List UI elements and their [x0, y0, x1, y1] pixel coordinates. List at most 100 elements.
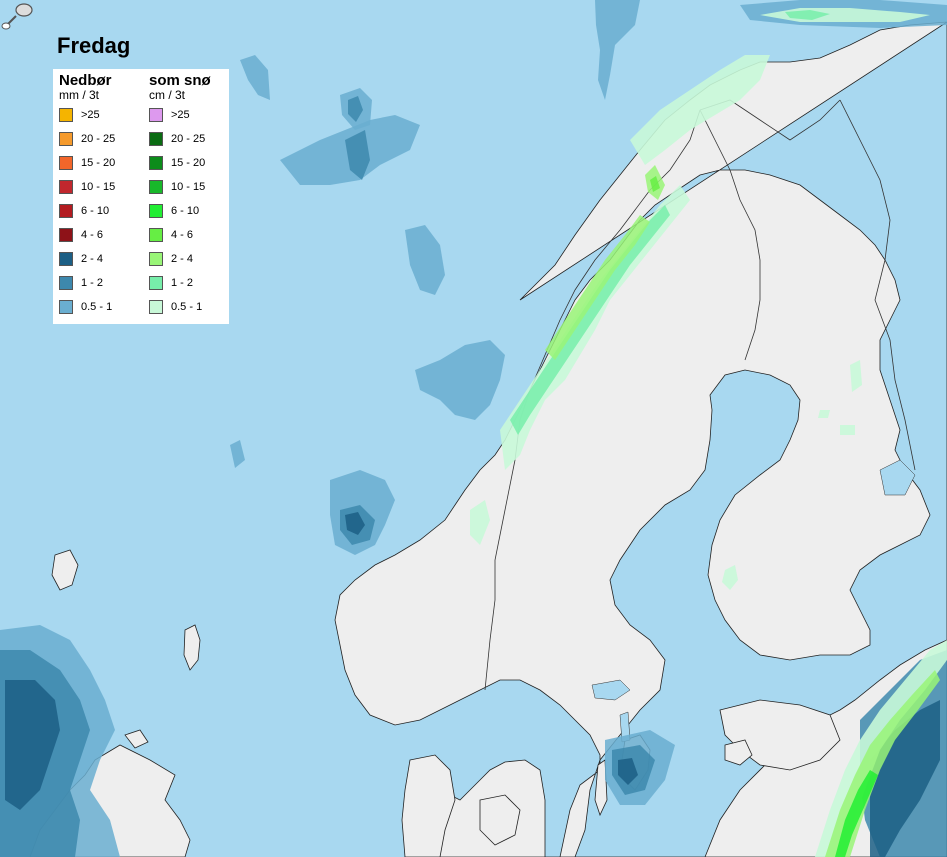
lake-vanern [591, 679, 631, 701]
snow-legend-swatch [149, 108, 163, 122]
legend-rain-items: >25 20 - 25 15 - 20 10 - 15 6 - 10 4 - 6 2 - 4… [59, 108, 145, 324]
snow-area [850, 360, 862, 392]
snow-area [630, 55, 770, 165]
rain-area [5, 680, 60, 810]
rain-legend-swatch [59, 132, 73, 146]
rain-area [595, 0, 640, 100]
rain-legend-item: 4 - 6 [59, 228, 145, 252]
rain-legend-swatch [59, 228, 73, 242]
rain-area [405, 225, 445, 295]
rain-area [345, 512, 365, 535]
rain-legend-swatch [59, 252, 73, 266]
orkney [124, 729, 149, 749]
lakes [591, 459, 916, 743]
snow-legend-item: 20 - 25 [149, 132, 235, 156]
snow-legend-label: 4 - 6 [171, 229, 194, 241]
rain-legend-label: 10 - 15 [81, 181, 116, 193]
rain-legend-item: 10 - 15 [59, 180, 145, 204]
rain-legend-item: 6 - 10 [59, 204, 145, 228]
jutland [401, 754, 456, 857]
rain-legend-swatch [59, 300, 73, 314]
snow-area [835, 770, 878, 857]
rain-legend-item: >25 [59, 108, 145, 132]
snow-legend-swatch [149, 252, 163, 266]
zealand [479, 794, 521, 846]
legend-rain-heading: Nedbør [59, 72, 112, 89]
legend-rain-unit: mm / 3t [59, 88, 100, 102]
snow-legend-label: 2 - 4 [171, 253, 194, 265]
cloud-sheep-icon [1, 3, 33, 30]
snow-legend-item: 10 - 15 [149, 180, 235, 204]
snow-legend-swatch [149, 180, 163, 194]
snow-area [545, 215, 650, 360]
snow-area [650, 176, 660, 192]
rain-legend-swatch [59, 180, 73, 194]
precipitation-snow [470, 8, 947, 857]
snow-legend-label: >25 [171, 109, 190, 121]
rain-legend-label: 4 - 6 [81, 229, 104, 241]
snow-legend-label: 20 - 25 [171, 133, 206, 145]
snow-legend-label: 0.5 - 1 [171, 301, 203, 313]
land [29, 21, 947, 857]
rain-area [348, 96, 363, 122]
legend: Nedbør mm / 3t >25 20 - 25 15 - 20 10 - 15 6… [53, 69, 229, 324]
snow-area [840, 425, 855, 435]
snow-legend-label: 10 - 15 [171, 181, 206, 193]
snow-legend-label: 1 - 2 [171, 277, 194, 289]
snow-area [500, 185, 690, 470]
rain-area [618, 758, 638, 785]
snow-legend-label: 6 - 10 [171, 205, 200, 217]
snow-legend-swatch [149, 276, 163, 290]
border-sweden-finland [699, 109, 761, 361]
map-title: Fredag [57, 33, 131, 58]
snow-area [722, 565, 738, 590]
legend-rain-column: Nedbør mm / 3t >25 20 - 25 15 - 20 10 - 15 6… [59, 73, 145, 324]
rain-area [230, 440, 245, 468]
legend-snow-unit: cm / 3t [149, 88, 186, 102]
rain-legend-swatch [59, 156, 73, 170]
snow-area [785, 10, 830, 20]
rain-legend-item: 1 - 2 [59, 276, 145, 300]
legend-snow-heading: som snø [149, 72, 211, 89]
rain-legend-label: 6 - 10 [81, 205, 110, 217]
lake-ladoga [879, 459, 916, 496]
rain-legend-label: 20 - 25 [81, 133, 116, 145]
snow-area [510, 205, 670, 435]
rain-area [345, 130, 370, 180]
snow-legend-item: 1 - 2 [149, 276, 235, 300]
snow-legend-swatch [149, 228, 163, 242]
rain-area [415, 340, 505, 420]
snow-legend-item: 6 - 10 [149, 204, 235, 228]
rain-legend-item: 15 - 20 [59, 156, 145, 180]
rain-legend-swatch [59, 108, 73, 122]
oland [594, 759, 608, 817]
snow-legend-label: 15 - 20 [171, 157, 206, 169]
snow-legend-item: 4 - 6 [149, 228, 235, 252]
rain-legend-swatch [59, 276, 73, 290]
legend-snow-column: som snø cm / 3t >25 20 - 25 15 - 20 10 - 15… [149, 73, 235, 324]
snow-legend-swatch [149, 204, 163, 218]
snow-area [818, 410, 830, 418]
snow-legend-item: >25 [149, 108, 235, 132]
rain-legend-swatch [59, 204, 73, 218]
faroe-islands [51, 549, 79, 591]
shetland [183, 624, 201, 671]
snow-legend-item: 2 - 4 [149, 252, 235, 276]
saaremaa [724, 739, 753, 766]
rain-legend-label: 0.5 - 1 [81, 301, 113, 313]
rain-legend-item: 2 - 4 [59, 252, 145, 276]
rain-legend-item: 0.5 - 1 [59, 300, 145, 324]
scandinavia-landmass [334, 21, 947, 857]
snow-area [470, 500, 490, 545]
snow-legend-swatch [149, 132, 163, 146]
rain-area [240, 55, 270, 100]
snow-legend-swatch [149, 300, 163, 314]
rain-legend-label: 1 - 2 [81, 277, 104, 289]
rain-legend-label: >25 [81, 109, 100, 121]
snow-legend-item: 15 - 20 [149, 156, 235, 180]
snow-legend-swatch [149, 156, 163, 170]
rain-legend-label: 15 - 20 [81, 157, 116, 169]
